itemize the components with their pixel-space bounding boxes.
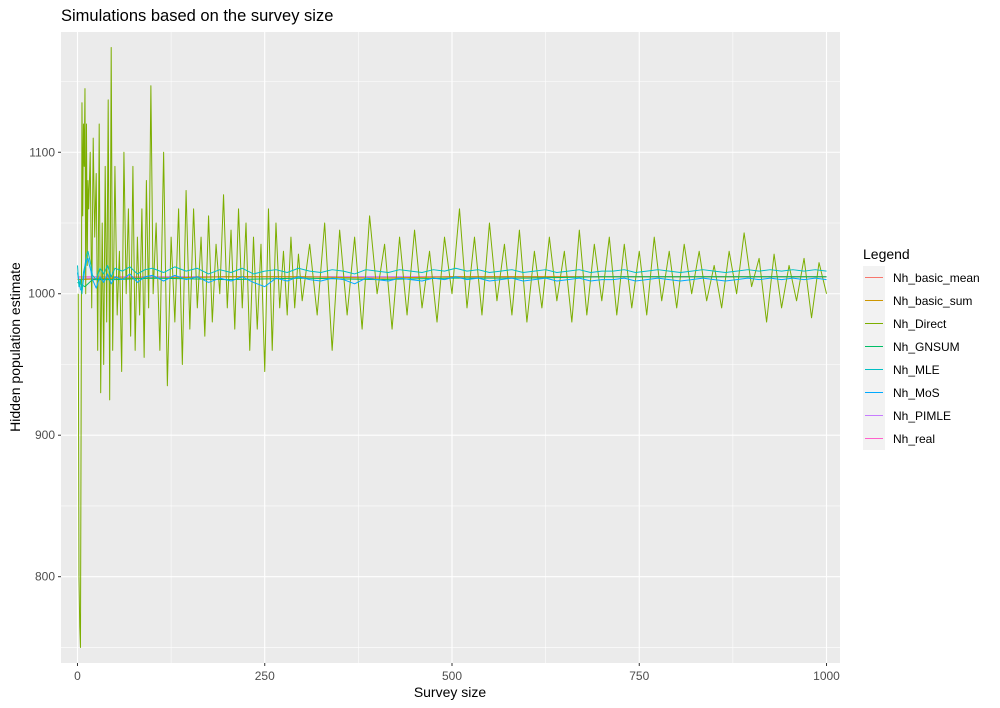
x-tick-label: 250	[255, 669, 275, 683]
x-axis-title: Survey size	[414, 684, 487, 700]
series-line-nh-mos	[76, 257, 827, 292]
y-axis-title: Hidden population estimate	[7, 262, 23, 432]
y-tick-label: 1100	[29, 145, 55, 159]
chart-title: Simulations based on the survey size	[61, 7, 333, 25]
legend-item: Nh_GNSUM	[863, 335, 960, 358]
legend-item: Nh_real	[863, 427, 935, 450]
legend: Legend Nh_basic_mean Nh_basic_sum Nh_Direc…	[863, 246, 980, 450]
panel-background	[61, 32, 840, 663]
legend-item: Nh_Direct	[863, 312, 947, 335]
plot-panel	[61, 32, 840, 663]
legend-item: Nh_MLE	[863, 358, 940, 381]
legend-label: Nh_MLE	[893, 363, 940, 377]
x-tick-label: 500	[442, 669, 462, 683]
legend-item: Nh_PIMLE	[863, 404, 951, 427]
y-axis: 800 900 1000 1100	[28, 145, 61, 584]
legend-label: Nh_MoS	[893, 386, 940, 400]
grid-minor	[61, 32, 840, 663]
x-tick-label: 0	[74, 669, 81, 683]
legend-label: Nh_Direct	[893, 317, 947, 331]
x-axis: 0 250 500 750 1000	[74, 663, 840, 683]
legend-item: Nh_basic_sum	[863, 289, 972, 312]
legend-label: Nh_basic_sum	[893, 294, 972, 308]
series-line-nh-direct	[77, 47, 828, 648]
legend-title: Legend	[863, 246, 910, 262]
legend-label: Nh_GNSUM	[893, 340, 960, 354]
legend-items: Nh_basic_mean Nh_basic_sum Nh_Direct Nh_GNS…	[863, 266, 980, 450]
y-tick-label: 1000	[28, 287, 55, 301]
series-line-nh-mle	[76, 250, 827, 295]
y-tick-label: 800	[35, 570, 55, 584]
y-tick-label: 900	[35, 428, 55, 442]
legend-item: Nh_MoS	[863, 381, 940, 404]
x-tick-label: 1000	[813, 669, 840, 683]
legend-label: Nh_real	[893, 432, 935, 446]
legend-label: Nh_basic_mean	[893, 271, 980, 285]
legend-item: Nh_basic_mean	[863, 266, 980, 289]
x-tick-label: 750	[629, 669, 649, 683]
legend-label: Nh_PIMLE	[893, 409, 951, 423]
series-group	[76, 47, 828, 648]
